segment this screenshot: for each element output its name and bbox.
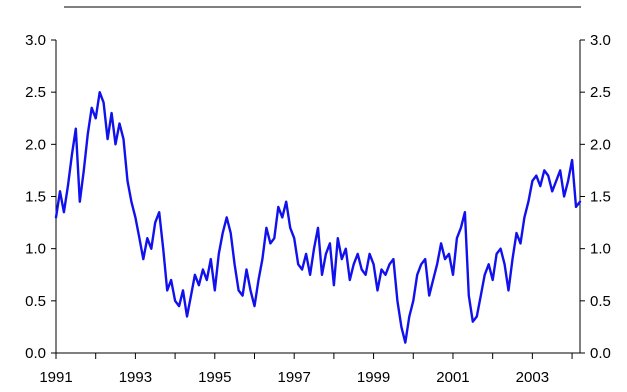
y-tick-label-left: 2.0 [25, 136, 46, 153]
x-tick-label: 1997 [277, 369, 310, 386]
y-tick-label-left: 3.0 [25, 32, 46, 49]
x-tick-label: 1999 [357, 369, 390, 386]
x-tick-label: 1995 [198, 369, 231, 386]
y-tick-label-left: 1.0 [25, 241, 46, 258]
y-tick-label-right: 2.0 [590, 136, 611, 153]
y-tick-label-left: 0.5 [25, 293, 46, 310]
x-tick-label: 1991 [39, 369, 72, 386]
x-tick-label: 2003 [516, 369, 549, 386]
y-tick-label-right: 0.0 [590, 345, 611, 362]
y-tick-label-right: 3.0 [590, 32, 611, 49]
y-tick-label-right: 1.0 [590, 241, 611, 258]
y-tick-label-left: 2.5 [25, 84, 46, 101]
y-tick-label-right: 1.5 [590, 189, 611, 206]
y-tick-label-right: 2.5 [590, 84, 611, 101]
y-tick-label-right: 0.5 [590, 293, 611, 310]
y-tick-label-left: 0.0 [25, 345, 46, 362]
y-tick-label-left: 1.5 [25, 189, 46, 206]
x-tick-label: 1993 [119, 369, 152, 386]
series-line [54, 91, 582, 344]
x-tick-label: 2001 [436, 369, 469, 386]
